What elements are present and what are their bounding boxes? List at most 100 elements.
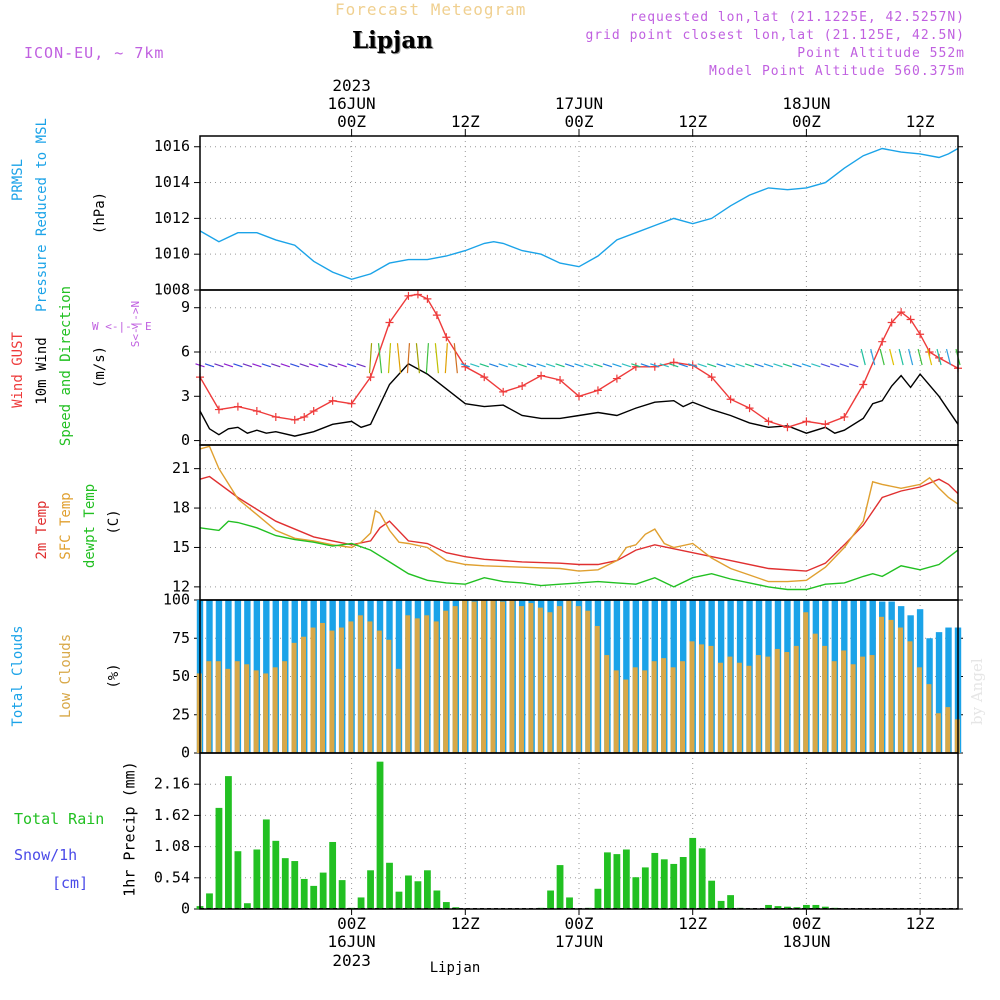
low-cloud-bar	[301, 636, 307, 753]
low-cloud-bar	[661, 658, 667, 753]
bottom-time-label: 12Z	[906, 914, 935, 933]
gust-marker	[783, 423, 792, 432]
rain-bar	[547, 890, 554, 909]
low-cloud-bar	[310, 627, 316, 753]
top-date-label: 18JUN	[782, 94, 830, 113]
bottom-date-label: 16JUN	[328, 932, 376, 951]
low-cloud-bar	[831, 661, 837, 753]
low-cloud-bar	[338, 627, 344, 753]
low-cloud-bar	[717, 662, 723, 753]
wind-10m-label: 10m Wind	[34, 337, 50, 404]
footer-location: Lipjan	[430, 960, 481, 976]
wind-direction-arrow	[327, 363, 338, 368]
low-cloud-bar	[424, 615, 430, 753]
wind-direction-arrow	[309, 363, 319, 368]
low-cloud-bar	[263, 673, 269, 753]
y-tick-label: 3	[181, 387, 190, 405]
y-tick-label: 0	[181, 431, 190, 449]
low-cloud-bar	[329, 630, 335, 753]
y-tick-label: 100	[163, 591, 190, 609]
low-cloud-bar	[784, 652, 790, 753]
temp-2m-label: 2m Temp	[34, 500, 50, 559]
series-line-dewpt-temp	[199, 520, 959, 591]
gust-marker	[518, 381, 527, 390]
snow-label: Snow/1h	[14, 846, 77, 864]
y-tick-label: 50	[172, 667, 190, 685]
rain-bar	[395, 891, 403, 909]
low-cloud-bar	[623, 679, 629, 753]
rain-bar	[765, 904, 772, 909]
wind-direction-arrow	[261, 363, 272, 368]
pressure-unit-label: (hPa)	[92, 192, 108, 234]
rain-bar	[803, 904, 810, 909]
gust-marker	[726, 395, 735, 404]
gust-marker	[366, 373, 375, 382]
rain-bar	[376, 761, 384, 909]
rain-bar	[253, 849, 261, 909]
gust-marker	[423, 294, 432, 303]
wind-direction-arrow	[830, 363, 840, 368]
wind-direction-arrow	[242, 363, 253, 368]
panel-frame	[199, 444, 959, 601]
wind-direction-arrow	[602, 363, 613, 368]
rain-bar	[812, 904, 820, 909]
wind-direction-arrow	[706, 363, 717, 368]
y-tick-label: 1.62	[154, 806, 190, 824]
series-line-2m-temp	[199, 475, 959, 572]
rain-bar	[442, 902, 450, 909]
bottom-time-label: 12Z	[678, 914, 707, 933]
low-cloud-bar	[812, 633, 818, 753]
low-cloud-bar	[736, 662, 742, 753]
wind-direction-arrow	[415, 343, 421, 374]
low-cloud-bar	[509, 600, 515, 753]
wind-direction-arrow	[470, 363, 480, 368]
rain-bar	[651, 852, 659, 909]
wind-direction-arrow	[406, 343, 411, 374]
low-cloud-bar	[698, 644, 704, 753]
low-cloud-bar	[727, 656, 733, 753]
low-cloud-bar	[860, 656, 866, 753]
series-line-prmsl	[199, 147, 959, 281]
wind-direction-arrow	[444, 343, 448, 374]
low-cloud-bar	[481, 600, 487, 753]
rain-bar	[225, 776, 232, 909]
top-time-label: 12Z	[451, 112, 480, 131]
rain-bar	[319, 872, 327, 909]
gust-marker	[347, 399, 356, 408]
wind-direction-arrow	[233, 363, 243, 368]
wind-direction-arrow	[926, 348, 933, 366]
wind-direction-arrow	[716, 363, 726, 368]
pressure-msl-label: Pressure Reduced to MSL	[34, 118, 50, 312]
temp-unit-label: (C)	[106, 509, 122, 534]
wind-direction-arrow	[773, 363, 783, 368]
low-cloud-bar	[376, 630, 382, 753]
gust-marker	[233, 402, 242, 411]
low-cloud-bar	[462, 600, 468, 753]
wind-direction-arrow	[754, 363, 764, 368]
gust-marker	[575, 392, 583, 401]
low-cloud-bar	[897, 627, 903, 753]
y-tick-label: 1012	[154, 209, 190, 227]
rain-bar	[414, 881, 422, 909]
gust-marker	[802, 417, 811, 426]
wind-direction-arrow	[489, 363, 499, 368]
gust-marker	[840, 412, 849, 421]
wind-direction-arrow	[879, 348, 885, 366]
gust-marker	[593, 386, 602, 395]
wind-direction-arrow	[678, 363, 688, 368]
gust-marker	[878, 337, 887, 346]
rain-bar	[262, 819, 270, 909]
low-cloud-bar	[291, 642, 297, 753]
low-cloud-bar	[215, 661, 221, 753]
compass-sn-label: S<-|->N	[129, 301, 142, 347]
low-cloud-bar	[632, 667, 638, 753]
gust-marker	[404, 291, 413, 300]
rain-bar	[338, 880, 346, 909]
wind-direction-arrow	[396, 343, 402, 374]
wind-direction-arrow	[583, 363, 594, 368]
low-cloud-bar	[869, 655, 875, 753]
bottom-time-label: 12Z	[451, 914, 480, 933]
wind-dir-label: Speed and Direction	[58, 286, 74, 446]
gust-marker	[764, 417, 773, 426]
